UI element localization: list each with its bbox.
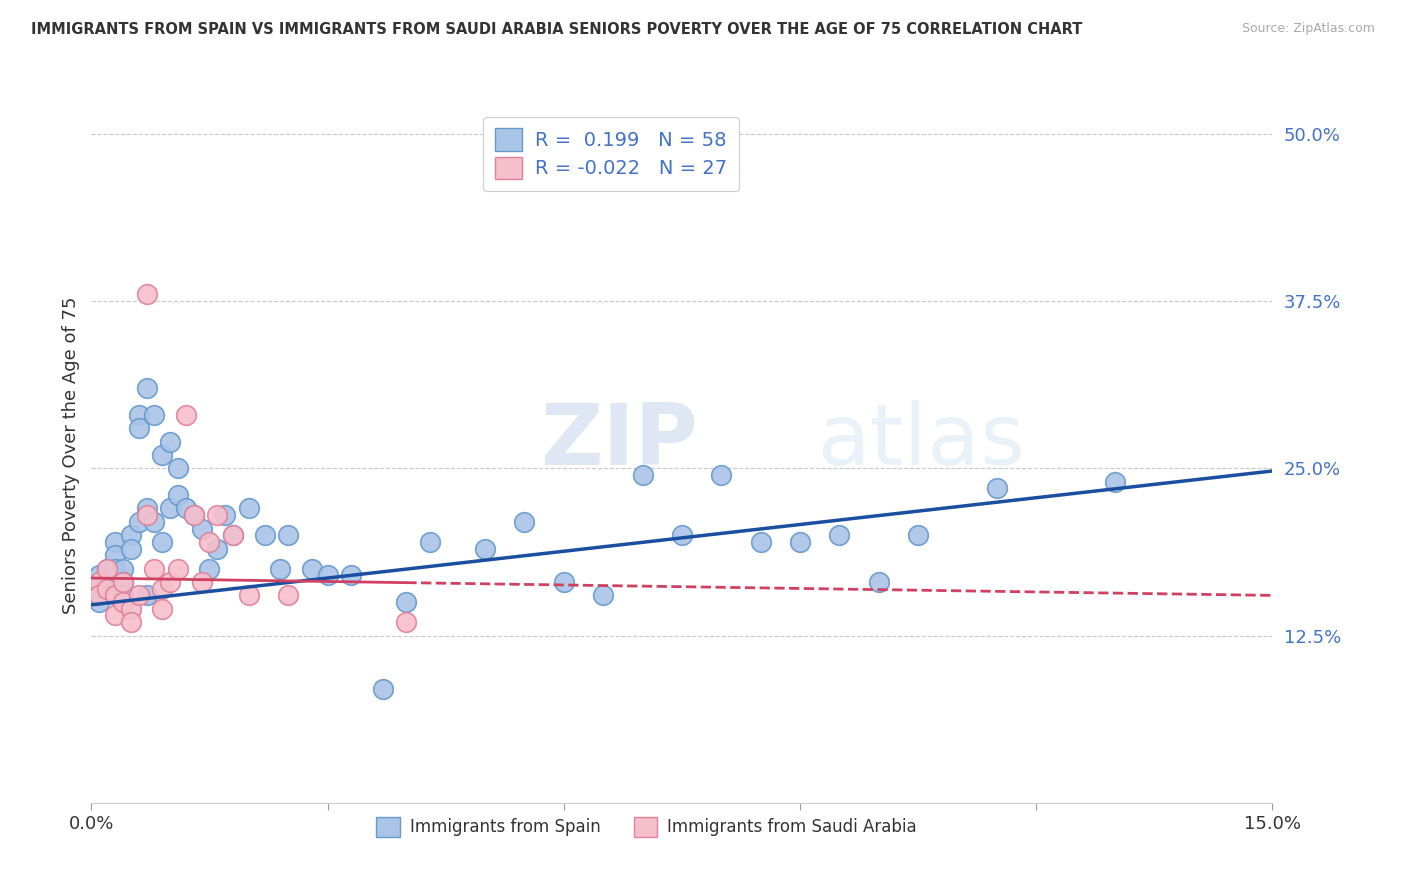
Point — [222, 528, 245, 542]
Point — [207, 508, 229, 523]
Point — [89, 589, 111, 603]
Point — [174, 408, 197, 422]
Point — [513, 515, 536, 529]
Point — [277, 589, 299, 603]
Point — [277, 528, 299, 542]
Point — [238, 589, 260, 603]
Point — [207, 541, 229, 556]
Point — [749, 534, 772, 549]
Point — [553, 575, 575, 590]
Point — [159, 434, 181, 449]
Point — [190, 575, 212, 590]
Point — [96, 575, 118, 590]
Point — [89, 582, 111, 596]
Point — [120, 541, 142, 556]
Point — [135, 589, 157, 603]
Point — [89, 595, 111, 609]
Point — [395, 615, 418, 630]
Point — [789, 534, 811, 549]
Point — [128, 515, 150, 529]
Legend: Immigrants from Spain, Immigrants from Saudi Arabia: Immigrants from Spain, Immigrants from S… — [370, 811, 924, 843]
Point — [96, 582, 118, 596]
Point — [135, 287, 157, 301]
Point — [828, 528, 851, 542]
Point — [104, 562, 127, 576]
Point — [104, 548, 127, 563]
Point — [222, 528, 245, 542]
Point — [371, 681, 394, 696]
Point — [174, 501, 197, 516]
Point — [128, 589, 150, 603]
Y-axis label: Seniors Poverty Over the Age of 75: Seniors Poverty Over the Age of 75 — [62, 296, 80, 614]
Point — [111, 575, 134, 590]
Point — [253, 528, 276, 542]
Point — [395, 595, 418, 609]
Text: IMMIGRANTS FROM SPAIN VS IMMIGRANTS FROM SAUDI ARABIA SENIORS POVERTY OVER THE A: IMMIGRANTS FROM SPAIN VS IMMIGRANTS FROM… — [31, 22, 1083, 37]
Point — [104, 589, 127, 603]
Point — [183, 508, 205, 523]
Point — [128, 408, 150, 422]
Point — [128, 421, 150, 435]
Point — [143, 408, 166, 422]
Point — [150, 582, 173, 596]
Point — [89, 568, 111, 582]
Text: Source: ZipAtlas.com: Source: ZipAtlas.com — [1241, 22, 1375, 36]
Point — [316, 568, 339, 582]
Point — [340, 568, 363, 582]
Point — [631, 467, 654, 482]
Point — [671, 528, 693, 542]
Point — [111, 589, 134, 603]
Point — [214, 508, 236, 523]
Point — [150, 602, 173, 616]
Point — [167, 488, 190, 502]
Point — [111, 595, 134, 609]
Point — [592, 589, 614, 603]
Point — [159, 575, 181, 590]
Point — [986, 482, 1008, 496]
Point — [150, 534, 173, 549]
Point — [198, 534, 221, 549]
Point — [104, 534, 127, 549]
Point — [143, 562, 166, 576]
Point — [150, 448, 173, 462]
Point — [198, 562, 221, 576]
Point — [104, 608, 127, 623]
Point — [96, 562, 118, 576]
Point — [238, 501, 260, 516]
Point — [167, 461, 190, 475]
Point — [111, 562, 134, 576]
Point — [89, 575, 111, 590]
Point — [190, 521, 212, 535]
Point — [111, 575, 134, 590]
Point — [120, 528, 142, 542]
Point — [269, 562, 291, 576]
Point — [120, 602, 142, 616]
Point — [1104, 475, 1126, 489]
Point — [419, 534, 441, 549]
Point — [96, 562, 118, 576]
Point — [135, 501, 157, 516]
Text: atlas: atlas — [818, 400, 1026, 483]
Point — [120, 615, 142, 630]
Point — [710, 467, 733, 482]
Text: ZIP: ZIP — [540, 400, 697, 483]
Point — [135, 508, 157, 523]
Point — [301, 562, 323, 576]
Point — [907, 528, 929, 542]
Point — [868, 575, 890, 590]
Point — [167, 562, 190, 576]
Point — [183, 508, 205, 523]
Point — [474, 541, 496, 556]
Point — [143, 515, 166, 529]
Point — [135, 381, 157, 395]
Point — [159, 501, 181, 516]
